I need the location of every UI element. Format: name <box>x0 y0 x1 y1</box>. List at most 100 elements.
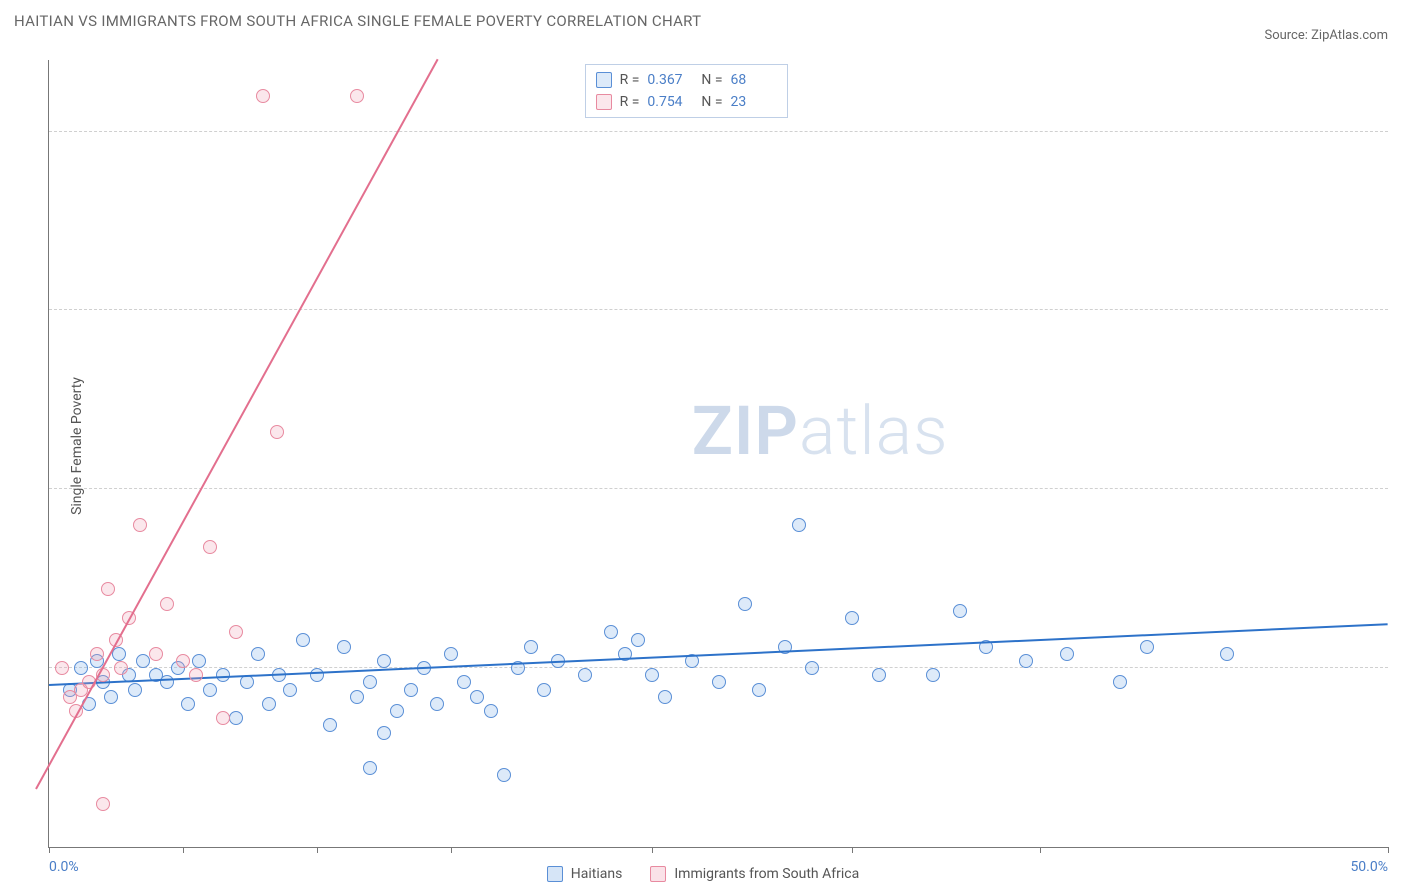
data-point <box>444 647 458 661</box>
data-point <box>133 518 147 532</box>
legend-row: R = 0.754 N = 23 <box>596 91 777 113</box>
data-point <box>160 597 174 611</box>
correlation-legend: R = 0.367 N = 68 R = 0.754 N = 23 <box>585 64 788 118</box>
x-tick-mark <box>1040 847 1041 853</box>
data-point <box>350 690 364 704</box>
data-point <box>470 690 484 704</box>
data-point <box>497 768 511 782</box>
x-tick-mark <box>852 847 853 853</box>
data-point <box>229 625 243 639</box>
data-point <box>176 654 190 668</box>
data-point <box>404 683 418 697</box>
legend-item: Haitians <box>547 866 623 882</box>
data-point <box>136 654 150 668</box>
legend-row: R = 0.367 N = 68 <box>596 69 777 91</box>
legend-n-value: 23 <box>731 91 777 113</box>
data-point <box>738 597 752 611</box>
legend-label: Immigrants from South Africa <box>674 866 859 882</box>
data-point <box>645 668 659 682</box>
data-point <box>128 683 142 697</box>
data-point <box>1140 640 1154 654</box>
data-point <box>337 640 351 654</box>
data-point <box>270 425 284 439</box>
data-point <box>251 647 265 661</box>
data-point <box>262 697 276 711</box>
data-point <box>181 697 195 711</box>
watermark: ZIPatlas <box>692 391 949 471</box>
y-tick-label: 25.0% <box>1394 644 1406 660</box>
legend-n-value: 68 <box>731 69 777 91</box>
legend-r-label: R = <box>620 91 640 113</box>
trend-line <box>35 59 438 790</box>
data-point <box>363 761 377 775</box>
data-point <box>953 604 967 618</box>
data-point <box>96 797 110 811</box>
legend-r-value: 0.754 <box>647 91 693 113</box>
data-point <box>55 661 69 675</box>
data-point <box>872 668 886 682</box>
legend-swatch <box>650 866 666 882</box>
data-point <box>203 683 217 697</box>
data-point <box>256 89 270 103</box>
data-point <box>216 711 230 725</box>
legend-label: Haitians <box>571 866 623 882</box>
y-tick-label: 100.0% <box>1394 108 1406 124</box>
data-point <box>484 704 498 718</box>
data-point <box>114 661 128 675</box>
data-point <box>712 675 726 689</box>
data-point <box>104 690 118 704</box>
data-point <box>1113 675 1127 689</box>
data-point <box>390 704 404 718</box>
x-tick-mark <box>49 847 50 853</box>
data-point <box>1220 647 1234 661</box>
scatter-chart: ZIPatlas R =0.367N =68R =0.754N =23 25.0… <box>48 60 1388 848</box>
legend-swatch <box>547 866 563 882</box>
series-legend: Haitians Immigrants from South Africa <box>0 866 1406 882</box>
data-point <box>377 726 391 740</box>
data-point <box>578 668 592 682</box>
data-point <box>926 668 940 682</box>
data-point <box>323 718 337 732</box>
data-point <box>524 640 538 654</box>
data-point <box>631 633 645 647</box>
x-tick-mark <box>1388 847 1389 853</box>
gridline <box>49 131 1388 132</box>
legend-n-label: N = <box>701 91 722 113</box>
data-point <box>203 540 217 554</box>
data-point <box>537 683 551 697</box>
data-point <box>457 675 471 689</box>
data-point <box>240 675 254 689</box>
data-point <box>296 633 310 647</box>
data-point <box>1060 647 1074 661</box>
data-point <box>192 654 206 668</box>
data-point <box>310 668 324 682</box>
x-tick-mark <box>652 847 653 853</box>
data-point <box>189 668 203 682</box>
legend-n-label: N = <box>701 69 722 91</box>
data-point <box>805 661 819 675</box>
gridline <box>49 309 1388 310</box>
data-point <box>430 697 444 711</box>
legend-swatch <box>596 94 612 110</box>
data-point <box>377 654 391 668</box>
legend-swatch <box>596 72 612 88</box>
x-tick-mark <box>183 847 184 853</box>
legend-r-label: R = <box>620 69 640 91</box>
data-point <box>658 690 672 704</box>
x-tick-mark <box>317 847 318 853</box>
data-point <box>90 647 104 661</box>
data-point <box>350 89 364 103</box>
x-tick-mark <box>451 847 452 853</box>
data-point <box>792 518 806 532</box>
data-point <box>752 683 766 697</box>
data-point <box>149 647 163 661</box>
data-point <box>74 661 88 675</box>
data-point <box>101 582 115 596</box>
watermark-light: atlas <box>799 391 949 471</box>
legend-r-value: 0.367 <box>647 69 693 91</box>
data-point <box>845 611 859 625</box>
data-point <box>1019 654 1033 668</box>
watermark-bold: ZIP <box>692 391 799 471</box>
source-attribution: Source: ZipAtlas.com <box>1264 28 1388 43</box>
legend-item: Immigrants from South Africa <box>650 866 859 882</box>
